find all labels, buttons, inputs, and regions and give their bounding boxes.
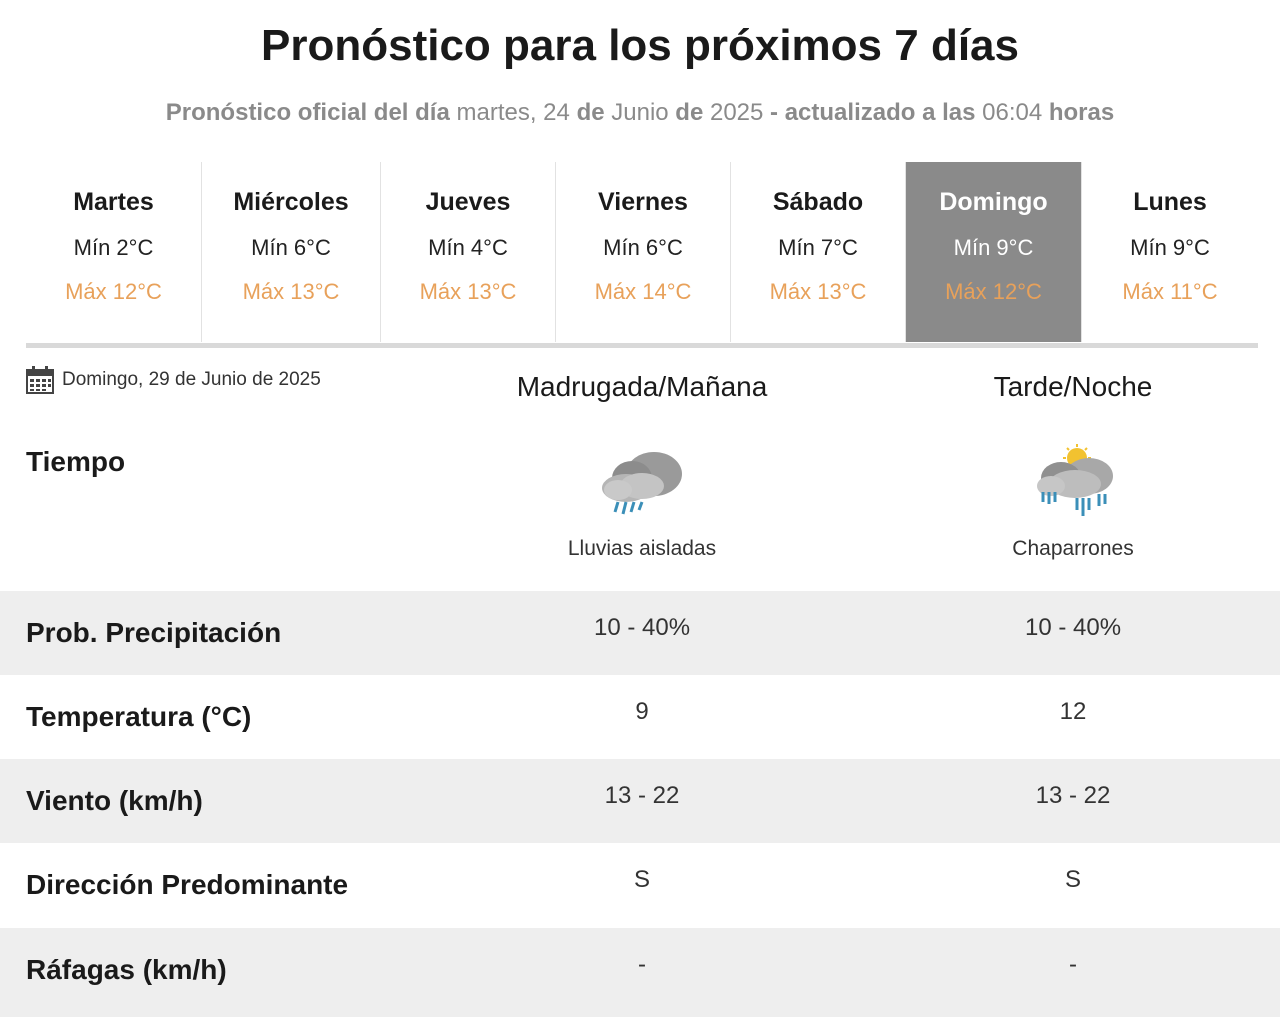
day-name: Martes xyxy=(73,188,154,216)
day-max-temp: Máx 13°C xyxy=(769,279,867,304)
row-value-morning: 13 - 22 xyxy=(604,782,680,809)
weather-afternoon: Chaparrones xyxy=(853,444,1280,561)
weather-morning-desc: Lluvias aisladas xyxy=(567,537,717,560)
day-min-temp: Mín 2°C xyxy=(73,235,154,260)
day-tabs: Martes Mín 2°C Máx 12°C Miércoles Mín 6°… xyxy=(26,162,1258,342)
calendar-icon xyxy=(26,366,54,394)
day-name: Viernes xyxy=(598,188,688,216)
day-name: Domingo xyxy=(939,188,1048,216)
day-min-temp: Mín 9°C xyxy=(1130,235,1210,260)
day-max-temp: Máx 14°C xyxy=(594,279,692,304)
row-label: Dirección Predominante xyxy=(26,869,349,900)
row-value-afternoon: S xyxy=(1064,866,1081,893)
row-label: Prob. Precipitación xyxy=(26,617,282,648)
row-value-morning: S xyxy=(633,866,650,893)
day-min-temp: Mín 6°C xyxy=(251,235,331,260)
rain-cloud-icon xyxy=(602,452,682,515)
day-tab-martes[interactable]: Martes Mín 2°C Máx 12°C xyxy=(26,162,202,342)
showers-sun-cloud-icon xyxy=(1037,444,1113,516)
day-max-temp: Máx 12°C xyxy=(65,279,162,304)
row-wind: Viento (km/h) 13 - 22 13 - 22 xyxy=(0,759,1280,843)
subtitle-de-1: de xyxy=(576,99,605,126)
row-value-afternoon: 13 - 22 xyxy=(1035,782,1111,809)
row-label: Ráfagas (km/h) xyxy=(26,954,227,985)
day-max-temp: Máx 13°C xyxy=(242,279,340,304)
subtitle-month: Junio xyxy=(611,99,669,126)
day-name: Lunes xyxy=(1133,188,1207,216)
column-header-afternoon: Tarde/Noche xyxy=(993,371,1153,402)
day-min-temp: Mín 7°C xyxy=(778,235,858,260)
row-gusts: Ráfagas (km/h) - - xyxy=(0,928,1280,1017)
day-tab-viernes[interactable]: Viernes Mín 6°C Máx 14°C xyxy=(556,162,731,342)
day-tabs-divider xyxy=(26,343,1258,348)
row-value-morning: 10 - 40% xyxy=(593,614,691,641)
row-label: Viento (km/h) xyxy=(26,785,203,816)
day-min-temp: Mín 9°C xyxy=(953,235,1034,260)
subtitle-weekday: martes, 24 xyxy=(456,99,570,126)
row-temperature: Temperatura (°C) 9 12 xyxy=(0,675,1280,759)
row-value-afternoon: - xyxy=(1069,951,1077,978)
forecast-subtitle: Pronóstico oficial del día martes, 24 de… xyxy=(0,98,1280,128)
row-value-morning: 9 xyxy=(635,698,649,725)
subtitle-hours: horas xyxy=(1048,99,1115,126)
day-max-temp: Máx 12°C xyxy=(945,279,1042,304)
day-max-temp: Máx 11°C xyxy=(1122,279,1218,304)
day-tab-lunes[interactable]: Lunes Mín 9°C Máx 11°C xyxy=(1082,162,1258,342)
row-value-morning: - xyxy=(638,951,646,978)
subtitle-year: 2025 xyxy=(709,99,764,126)
column-header-morning: Madrugada/Mañana xyxy=(516,371,768,402)
row-value-afternoon: 10 - 40% xyxy=(1024,614,1122,641)
subtitle-updated: - actualizado a las xyxy=(770,99,976,126)
day-name: Miércoles xyxy=(233,188,349,216)
day-name: Jueves xyxy=(425,188,511,216)
subtitle-prefix: Pronóstico oficial del día xyxy=(165,99,450,126)
subtitle-time: 06:04 xyxy=(982,99,1043,126)
row-value-afternoon: 12 xyxy=(1059,698,1087,725)
row-precipitation: Prob. Precipitación 10 - 40% 10 - 40% xyxy=(0,591,1280,675)
day-name: Sábado xyxy=(772,188,864,216)
page-title: Pronóstico para los próximos 7 días xyxy=(261,21,1019,70)
day-tab-miercoles[interactable]: Miércoles Mín 6°C Máx 13°C xyxy=(202,162,381,342)
weather-label: Tiempo xyxy=(26,446,126,477)
weather-afternoon-desc: Chaparrones xyxy=(1012,537,1134,560)
day-tab-jueves[interactable]: Jueves Mín 4°C Máx 13°C xyxy=(381,162,556,342)
day-tab-sabado[interactable]: Sábado Mín 7°C Máx 13°C xyxy=(731,162,906,342)
row-label: Temperatura (°C) xyxy=(26,701,252,732)
subtitle-de-2: de xyxy=(675,99,704,126)
row-direction: Dirección Predominante S S xyxy=(0,843,1280,927)
date-label: Domingo, 29 de Junio de 2025 xyxy=(62,369,321,390)
weather-morning: Lluvias aisladas xyxy=(422,444,862,561)
day-max-temp: Máx 13°C xyxy=(419,279,517,304)
selected-date: Domingo, 29 de Junio de 2025 xyxy=(26,366,321,394)
day-min-temp: Mín 4°C xyxy=(428,235,508,260)
day-tab-domingo[interactable]: Domingo Mín 9°C Máx 12°C xyxy=(906,162,1082,342)
day-min-temp: Mín 6°C xyxy=(603,235,683,260)
